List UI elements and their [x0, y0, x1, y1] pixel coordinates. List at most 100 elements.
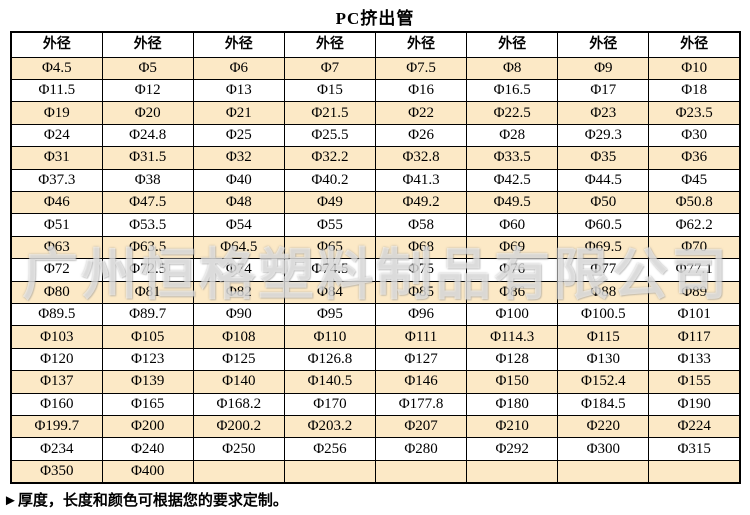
diameter-cell: Φ81 — [101, 280, 194, 304]
diameter-cell — [283, 459, 377, 484]
diameter-cell: Φ300 — [557, 437, 650, 461]
diameter-cell: Φ36 — [648, 146, 741, 170]
diameter-cell: Φ155 — [648, 370, 741, 394]
diameter-cell: Φ89.7 — [101, 302, 194, 327]
diameter-cell: Φ25 — [192, 123, 285, 148]
diameter-cell: Φ117 — [648, 325, 741, 349]
column-header-outer-diameter: 外径 — [10, 31, 103, 58]
table-body: Φ4.5 Φ5 Φ6 Φ7 Φ7.5 Φ8 Φ9 Φ10 Φ11.5 Φ12 Φ13 Φ15 Φ16 Φ1… — [10, 56, 741, 484]
diameter-cell: Φ75 — [374, 258, 468, 282]
diameter-cell: Φ30 — [648, 123, 741, 148]
diameter-cell: Φ51 — [10, 213, 103, 237]
diameter-cell: Φ22.5 — [466, 101, 559, 125]
diameter-cell: Φ140 — [192, 370, 285, 394]
diameter-cell: Φ53.5 — [101, 213, 194, 237]
diameter-cell: Φ199.7 — [10, 414, 103, 439]
diameter-cell: Φ103 — [10, 325, 103, 349]
diameter-cell: Φ48 — [192, 190, 285, 215]
diameter-cell: Φ16 — [374, 78, 468, 103]
diameter-cell: Φ152.4 — [557, 370, 650, 394]
column-header-outer-diameter: 外径 — [192, 31, 285, 58]
diameter-cell: Φ210 — [466, 414, 559, 439]
diameter-cell: Φ200.2 — [192, 414, 285, 439]
diameter-cell: Φ7.5 — [374, 56, 468, 80]
diameter-cell: Φ40.2 — [283, 168, 377, 192]
diameter-cell — [557, 459, 650, 484]
diameter-cell: Φ127 — [374, 347, 468, 372]
diameter-cell: Φ69.5 — [557, 235, 650, 260]
diameter-cell: Φ220 — [557, 414, 650, 439]
diameter-cell: Φ42.5 — [466, 168, 559, 192]
diameter-cell: Φ140.5 — [283, 370, 377, 394]
diameter-cell: Φ84 — [283, 280, 377, 304]
diameter-cell: Φ70 — [648, 235, 741, 260]
diameter-cell: Φ37.3 — [10, 168, 103, 192]
diameter-cell: Φ114.3 — [466, 325, 559, 349]
diameter-cell: Φ49.5 — [466, 190, 559, 215]
diameter-cell: Φ168.2 — [192, 392, 285, 417]
diameter-cell: Φ280 — [374, 437, 468, 461]
diameter-cell: Φ77.1 — [648, 258, 741, 282]
diameter-cell: Φ150 — [466, 370, 559, 394]
diameter-cell — [192, 459, 285, 484]
diameter-cell: Φ68 — [374, 235, 468, 260]
diameter-cell: Φ165 — [101, 392, 194, 417]
diameter-cell: Φ95 — [283, 302, 377, 327]
diameter-cell: Φ160 — [10, 392, 103, 417]
diameter-cell: Φ41.3 — [374, 168, 468, 192]
diameter-cell: Φ86 — [466, 280, 559, 304]
diameter-cell: Φ125 — [192, 347, 285, 372]
column-header-outer-diameter: 外径 — [648, 31, 741, 58]
diameter-cell: Φ90 — [192, 302, 285, 327]
diameter-cell: Φ139 — [101, 370, 194, 394]
table-row: Φ80 Φ81 Φ82 Φ84 Φ85 Φ86 Φ88 Φ89 — [10, 280, 741, 304]
diameter-cell: Φ63 — [10, 235, 103, 260]
footer-note: ►厚度，长度和颜色可根据您的要求定制。 — [3, 493, 288, 509]
diameter-cell: Φ65 — [283, 235, 377, 260]
diameter-cell: Φ72.5 — [101, 258, 194, 282]
diameter-cell: Φ32 — [192, 146, 285, 170]
diameter-cell — [374, 459, 468, 484]
diameter-cell: Φ22 — [374, 101, 468, 125]
diameter-cell: Φ38 — [101, 168, 194, 192]
diameter-cell: Φ23 — [557, 101, 650, 125]
diameter-cell: Φ203.2 — [283, 414, 377, 439]
diameter-cell: Φ47.5 — [101, 190, 194, 215]
diameter-cell: Φ100 — [466, 302, 559, 327]
diameter-cell: Φ105 — [101, 325, 194, 349]
diameter-cell: Φ128 — [466, 347, 559, 372]
diameter-cell: Φ49.2 — [374, 190, 468, 215]
diameter-cell: Φ40 — [192, 168, 285, 192]
diameter-cell: Φ133 — [648, 347, 741, 372]
diameter-cell: Φ32.2 — [283, 146, 377, 170]
table-row: Φ89.5 Φ89.7 Φ90 Φ95 Φ96 Φ100 Φ100.5 Φ101 — [10, 302, 741, 327]
diameter-cell: Φ60.5 — [557, 213, 650, 237]
table-row: Φ4.5 Φ5 Φ6 Φ7 Φ7.5 Φ8 Φ9 Φ10 — [10, 56, 741, 80]
diameter-table: 外径 外径 外径 外径 外径 外径 外径 外径 Φ4.5 Φ5 Φ6 Φ7 Φ7.5 Φ8 Φ9 Φ10 Φ1… — [10, 31, 741, 484]
diameter-cell: Φ74 — [192, 258, 285, 282]
diameter-cell: Φ50 — [557, 190, 650, 215]
diameter-cell: Φ18 — [648, 78, 741, 103]
diameter-cell: Φ45 — [648, 168, 741, 192]
diameter-cell: Φ130 — [557, 347, 650, 372]
diameter-cell: Φ11.5 — [10, 78, 103, 103]
diameter-cell: Φ82 — [192, 280, 285, 304]
diameter-cell: Φ24.8 — [101, 123, 194, 148]
table-row: Φ24 Φ24.8 Φ25 Φ25.5 Φ26 Φ28 Φ29.3 Φ30 — [10, 123, 741, 148]
diameter-cell: Φ55 — [283, 213, 377, 237]
diameter-cell: Φ17 — [557, 78, 650, 103]
table-row: Φ51 Φ53.5 Φ54 Φ55 Φ58 Φ60 Φ60.5 Φ62.2 — [10, 213, 741, 237]
diameter-cell: Φ29.3 — [557, 123, 650, 148]
diameter-cell: Φ12 — [101, 78, 194, 103]
diameter-cell — [466, 459, 559, 484]
diameter-cell: Φ44.5 — [557, 168, 650, 192]
diameter-cell: Φ77 — [557, 258, 650, 282]
table-row: Φ63 Φ63.5 Φ64.5 Φ65 Φ68 Φ69 Φ69.5 Φ70 — [10, 235, 741, 260]
header-row: 外径 外径 外径 外径 外径 外径 外径 外径 — [10, 31, 741, 58]
diameter-cell: Φ177.8 — [374, 392, 468, 417]
diameter-cell: Φ31 — [10, 146, 103, 170]
diameter-cell: Φ63.5 — [101, 235, 194, 260]
diameter-cell: Φ190 — [648, 392, 741, 417]
diameter-cell: Φ256 — [283, 437, 377, 461]
